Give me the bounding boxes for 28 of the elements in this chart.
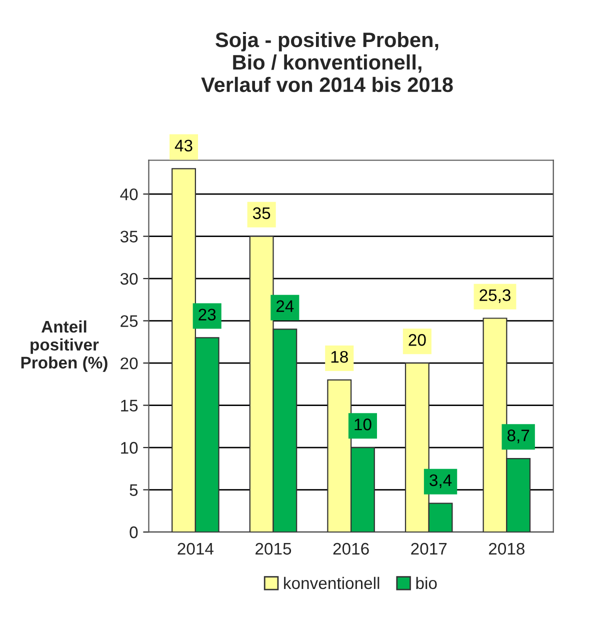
y-tick-label: 5	[130, 484, 138, 496]
y-tick-label: 10	[121, 442, 138, 454]
y-tick-label: 20	[120, 357, 138, 370]
data-label: 18	[331, 350, 348, 363]
data-label: 25,3	[480, 289, 510, 304]
x-tick-label: 2015	[256, 542, 292, 555]
y-tick-label: 40	[120, 188, 138, 200]
y-tick-label: 0	[130, 526, 138, 538]
legend-label: bio	[416, 576, 437, 590]
y-tick-label: 35	[120, 230, 138, 242]
data-label: 24	[276, 300, 294, 312]
x-tick-label: 2016	[333, 542, 369, 555]
data-label: 3,4	[430, 474, 452, 488]
y-axis-title: Anteil positiver Proben (%)	[21, 320, 108, 372]
chart-title: Soja - positive Proben, Bio / konventionell, Verlauf von 2014 bis 2018	[201, 32, 453, 92]
data-label: 8,7	[507, 430, 530, 444]
x-tick-label: 2014	[178, 542, 214, 555]
data-label: 43	[174, 140, 192, 152]
x-tick-label: 2018	[488, 542, 524, 555]
y-tick-label: 30	[120, 272, 138, 285]
legend-label: konventionell	[284, 576, 380, 590]
data-label: 10	[354, 418, 372, 430]
data-label: 35	[252, 207, 270, 220]
data-label: 23	[198, 308, 216, 321]
x-tick-label: 2017	[411, 542, 447, 555]
data-label: 20	[408, 334, 426, 346]
y-tick-label: 15	[121, 400, 138, 412]
y-tick-label: 25	[120, 315, 138, 327]
